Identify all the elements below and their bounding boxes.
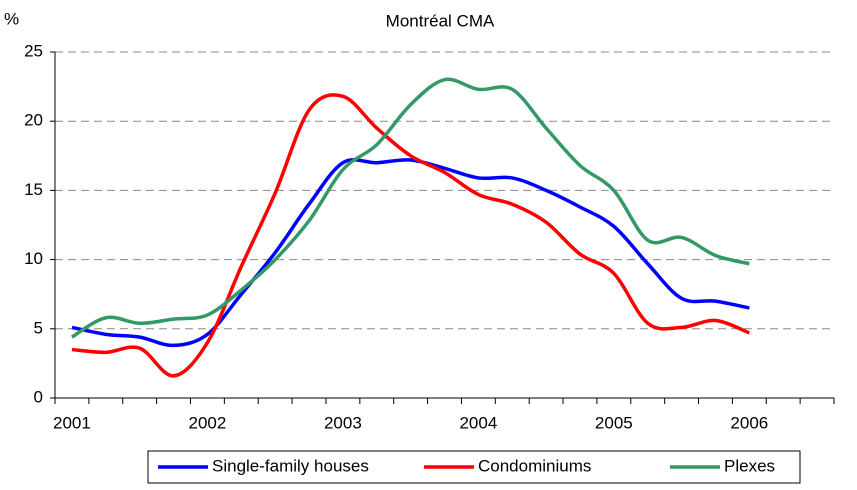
y-tick-label: 15 <box>24 180 43 199</box>
x-tick-label: 2006 <box>730 413 768 432</box>
y-tick-label: 20 <box>24 111 43 130</box>
chart-subtitle: Montréal CMA <box>386 11 495 30</box>
y-tick-label: 5 <box>34 318 43 337</box>
x-tick-label: 2005 <box>595 413 633 432</box>
x-tick-label: 2004 <box>459 413 497 432</box>
x-tick-label: 2001 <box>53 413 91 432</box>
series-line <box>71 158 750 348</box>
legend-label: Single-family houses <box>212 456 369 475</box>
y-tick-label: 25 <box>24 41 43 60</box>
legend-label: Condominiums <box>478 456 591 475</box>
y-axis-label: % <box>4 9 19 28</box>
y-tick-label: 0 <box>34 387 43 406</box>
x-tick-label: 2002 <box>188 413 226 432</box>
series-line <box>71 93 750 378</box>
series-line <box>71 77 750 339</box>
x-tick-label: 2003 <box>324 413 362 432</box>
y-tick-label: 10 <box>24 249 43 268</box>
legend-label: Plexes <box>724 456 775 475</box>
